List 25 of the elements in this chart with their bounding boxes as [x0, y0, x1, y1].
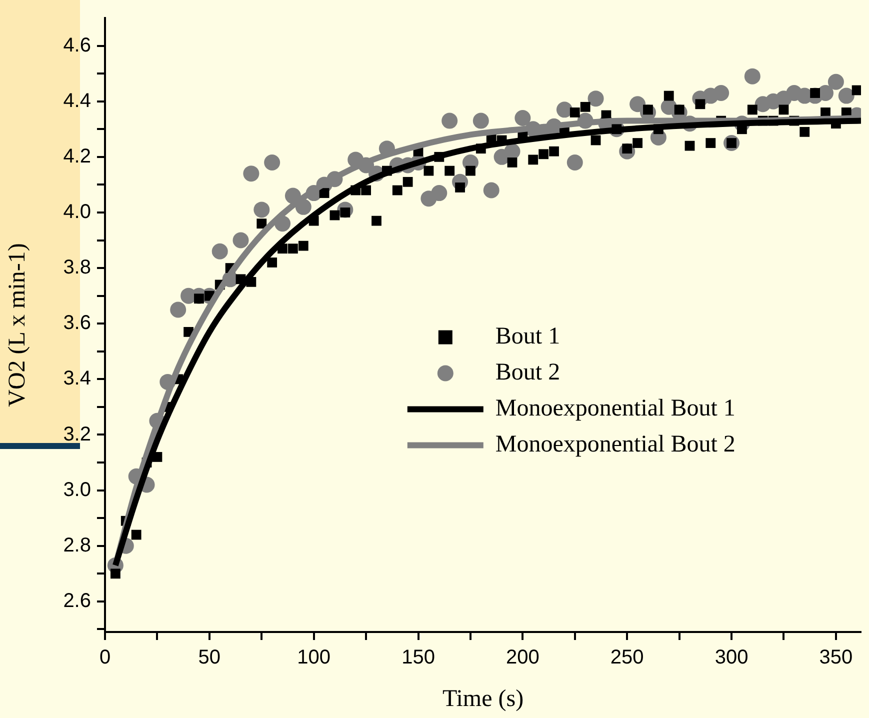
y-tick-label: 3.6 — [63, 312, 91, 334]
x-tick-label: 50 — [198, 646, 221, 669]
y-tick-label: 2.6 — [63, 590, 91, 612]
x-tick-label: 350 — [819, 646, 853, 669]
y-axis-title: VO2 (L x min-1) — [4, 243, 31, 407]
legend-label: Bout 2 — [495, 360, 560, 386]
y-tick-label: 3.8 — [63, 256, 91, 279]
y-tick-label: 4.2 — [63, 145, 91, 168]
legend-label: Bout 1 — [495, 324, 560, 350]
legend-label: Monoexponential Bout 2 — [495, 432, 736, 458]
x-tick-label: 0 — [99, 646, 111, 669]
y-tick-label: 4.6 — [63, 34, 91, 56]
y-tick-label: 3.0 — [63, 478, 91, 501]
y-tick-label: 3.2 — [63, 423, 91, 446]
y-tick-label: 2.8 — [63, 534, 91, 556]
x-tick-label: 250 — [610, 646, 644, 669]
x-axis-title: Time (s) — [442, 686, 524, 712]
y-tick-label: 3.4 — [63, 368, 91, 390]
y-tick-label: 4.0 — [63, 200, 91, 223]
x-tick-label: 200 — [506, 646, 540, 669]
x-tick-label: 150 — [402, 646, 435, 669]
y-tick-label: 4.4 — [63, 90, 91, 112]
legend-label: Monoexponential Bout 1 — [495, 396, 736, 422]
x-tick-label: 100 — [297, 646, 331, 669]
x-tick-label: 300 — [714, 646, 748, 669]
